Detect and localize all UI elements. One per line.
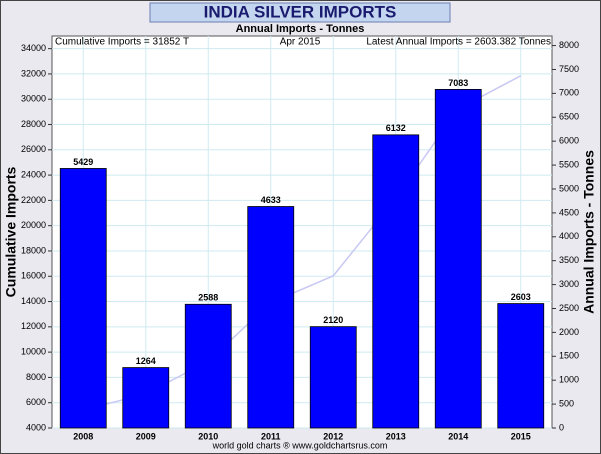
x-tick-label: 2015 [511,431,531,441]
y-tick-label: 12000 [21,321,46,331]
y2-tick-label: 8000 [559,40,579,50]
y2-tick-label: 6500 [559,112,579,122]
annotation: Apr 2015 [280,37,321,48]
bar-value-label: 6132 [386,123,406,133]
y2-tick-label: 6000 [559,136,579,146]
bar-value-label: 2120 [323,315,343,325]
x-tick-label: 2013 [386,431,406,441]
y-tick-label: 24000 [21,169,46,179]
y2-tick-label: 7000 [559,88,579,98]
y-tick-label: 20000 [21,220,46,230]
y2-tick-label: 3000 [559,279,579,289]
subtitle: Annual Imports - Tonnes [236,23,365,35]
bar [372,134,420,429]
y-tick-label: 4000 [26,422,46,432]
y2-tick-label: 4000 [559,231,579,241]
chart-title: INDIA SILVER IMPORTS [204,2,397,21]
y-tick-label: 10000 [21,347,46,357]
bar-value-label: 4633 [261,195,281,205]
y2-tick-label: 5500 [559,159,579,169]
x-tick-label: 2009 [136,431,156,441]
y-tick-label: 18000 [21,245,46,255]
y2-tick-label: 1500 [559,351,579,361]
bar [59,168,107,429]
y-tick-label: 26000 [21,144,46,154]
y2-tick-label: 0 [559,422,564,432]
y2-tick-label: 1000 [559,375,579,385]
y2-tick-label: 500 [559,398,574,408]
bar [184,303,232,429]
y2-tick-label: 2500 [559,303,579,313]
y2-tick-label: 7500 [559,64,579,74]
bar-value-label: 1264 [136,356,156,366]
y-tick-label: 32000 [21,68,46,78]
y-tick-label: 30000 [21,94,46,104]
y2-tick-label: 2000 [559,327,579,337]
annotation: Cumulative Imports = 31852 T [55,37,189,48]
bar [497,303,545,429]
bar [122,367,170,429]
annotation: Latest Annual Imports = 2603.382 Tonnes [366,37,551,48]
footer: world gold charts ® www.goldchartsrus.co… [212,440,388,450]
x-tick-label: 2008 [73,431,93,441]
x-tick-label: 2012 [323,431,343,441]
y-tick-label: 6000 [26,397,46,407]
y-tick-label: 34000 [21,43,46,53]
y-tick-label: 8000 [26,372,46,382]
bar [309,326,357,429]
title-banner [149,2,451,23]
y2-axis-label: Annual Imports - Tonnes [581,150,597,314]
y-tick-label: 16000 [21,271,46,281]
bar [434,88,482,429]
bar [247,206,295,429]
y2-tick-label: 3500 [559,255,579,265]
y-tick-label: 14000 [21,296,46,306]
x-tick-label: 2011 [261,431,281,441]
bar-value-label: 2603 [511,292,531,302]
y-tick-label: 22000 [21,195,46,205]
y2-tick-label: 4500 [559,207,579,217]
y2-tick-label: 5000 [559,183,579,193]
x-tick-label: 2010 [198,431,218,441]
bar-value-label: 7083 [448,78,468,88]
bar-value-label: 2588 [198,293,218,303]
y-tick-label: 28000 [21,119,46,129]
x-tick-label: 2014 [448,431,468,441]
y-axis-label: Cumulative Imports [3,166,19,297]
bar-value-label: 5429 [73,157,93,167]
